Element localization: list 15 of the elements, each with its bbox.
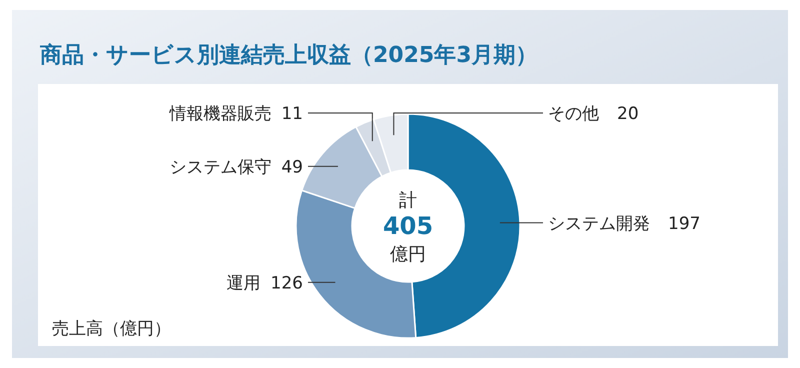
text: 405 <box>382 212 434 240</box>
text: 売上高（億円） <box>52 319 171 339</box>
data-label: 197 <box>668 214 700 234</box>
data-label: 49 <box>281 157 303 178</box>
text: 計 <box>399 190 417 211</box>
slice-label: 情報機器販売 <box>168 104 272 124</box>
data-label: 11 <box>281 104 303 124</box>
slice-label: システム保守 <box>169 157 272 178</box>
text: 億円 <box>390 244 426 265</box>
data-label: 126 <box>270 273 303 294</box>
slice-label: その他 <box>548 104 599 124</box>
chart-title: 商品・サービス別連結売上収益（2025年3月期） <box>39 42 538 68</box>
slice-label: 運用 <box>226 273 261 294</box>
slice-label: システム開発 <box>548 214 650 234</box>
data-label: 20 <box>617 104 639 124</box>
